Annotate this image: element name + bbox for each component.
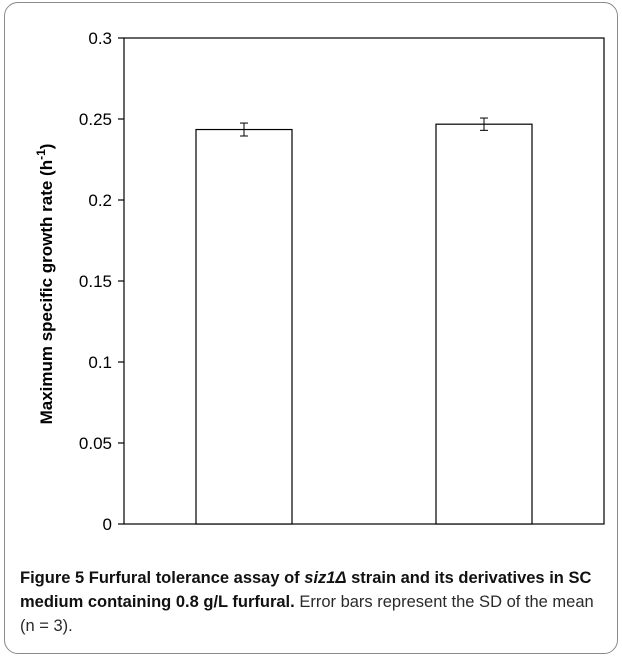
y-axis-label-superscript: -1 [34, 149, 48, 160]
y-tick-label: 0 [103, 515, 112, 530]
caption-body: Error bars represent the SD of the mean … [20, 593, 594, 635]
y-axis-label-main: Maximum specific growth rate (h [37, 160, 56, 425]
plot-area: 00.050.10.150.20.250.3siz1ΔΔsiz1-GCN4-kd [79, 29, 605, 530]
bar [195, 128, 293, 525]
y-axis-label-close: ) [37, 144, 56, 150]
caption-figure-label: Figure 5 [20, 569, 85, 587]
y-tick-label: 0.05 [79, 434, 112, 453]
bar-chart: Maximum specific growth rate (h-1) 0 0.05… [34, 29, 605, 530]
y-tick-label: 0.3 [88, 29, 112, 48]
y-axis-label: Maximum specific growth rate (h-1) [34, 144, 56, 425]
bar [435, 123, 533, 525]
figure-caption: Figure 5 Furfural tolerance assay of siz… [20, 566, 610, 638]
y-tick-label: 0.25 [79, 110, 112, 129]
y-tick-label: 0.15 [79, 272, 112, 291]
caption-title-part1: Furfural tolerance assay of [84, 569, 305, 587]
caption-title-italic: siz1Δ [304, 569, 347, 587]
caption-title-part2: strain and its derivatives in SC medium … [20, 569, 592, 611]
y-axis-label-group: Maximum specific growth rate (h-1) [34, 144, 56, 425]
y-tick-label: 0.2 [88, 191, 112, 210]
y-tick-label: 0.1 [88, 353, 112, 372]
